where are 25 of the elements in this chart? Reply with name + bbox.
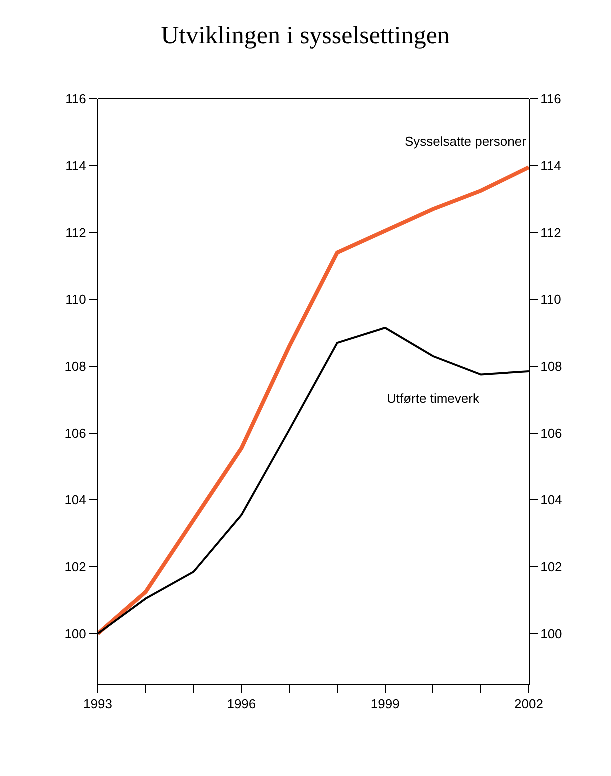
y2-tick-label: 104 (540, 492, 562, 508)
y-tick-label: 110 (66, 292, 86, 308)
y-tick-label: 116 (66, 92, 86, 107)
y-tick-label: 100 (64, 626, 86, 642)
y2-tick-label: 112 (540, 225, 562, 240)
y-tick-label: 102 (64, 560, 86, 575)
y-tick-label: 108 (64, 358, 86, 374)
x-tick-label: 2002 (514, 696, 544, 712)
y2-tick-label: 100 (540, 626, 562, 642)
y2-tick-label: 114 (540, 158, 562, 174)
series-label: Utførte timeverk (387, 391, 480, 406)
x-tick-label: 1996 (227, 696, 256, 712)
y-tick-label: 106 (64, 426, 86, 441)
x-tick-label: 1999 (370, 696, 400, 712)
y-tick-label: 104 (64, 492, 86, 508)
y2-tick-label: 116 (540, 92, 562, 107)
y2-tick-label: 108 (540, 358, 562, 374)
chart-title: Utviklingen i sysselsettingen (161, 22, 450, 50)
x-tick-label: 1993 (84, 696, 112, 712)
y-tick-label: 112 (66, 225, 86, 240)
series-label: Sysselsatte personer (405, 134, 528, 149)
y2-tick-label: 110 (540, 292, 562, 308)
y2-tick-label: 106 (540, 426, 562, 441)
y2-tick-label: 102 (540, 560, 562, 575)
y-tick-label: 114 (66, 158, 86, 174)
